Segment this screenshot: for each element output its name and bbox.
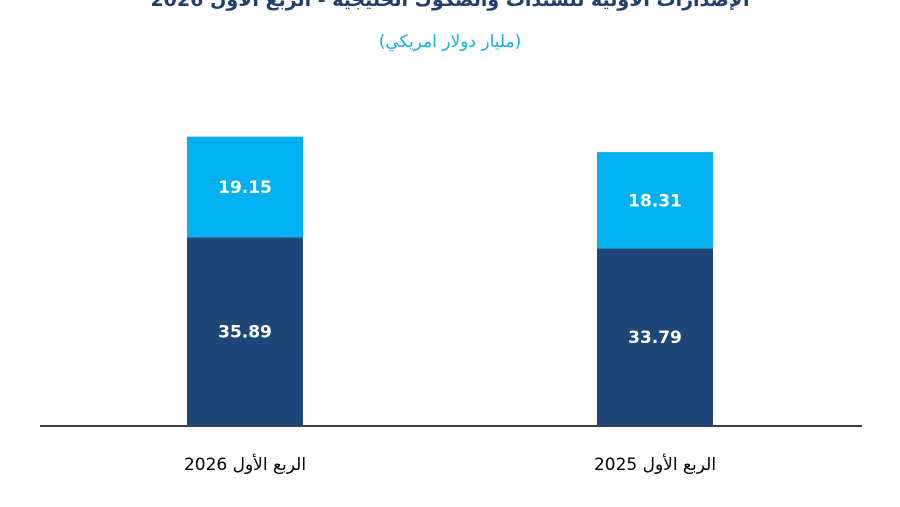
category-label-1: الربع الأول 2026 [184, 454, 306, 475]
chart-subtitle: (مليار دولار امريكي) [378, 32, 522, 52]
data-label-1-1: 35.89 [218, 323, 272, 343]
data-label-2-2: 18.31 [628, 191, 682, 211]
bar-segment-1-2 [187, 136, 303, 238]
bar-segment-2-2 [597, 152, 713, 249]
data-label-1-2: 19.15 [218, 178, 272, 198]
bar-segment-2-1 [597, 248, 713, 426]
category-label-2: الربع الأول 2025 [594, 454, 716, 475]
chart-title: الإصدارات الأولية للسندات والصكوك الخليج… [150, 0, 750, 11]
bar-segment-1-1 [187, 237, 303, 426]
data-label-2-1: 33.79 [628, 328, 682, 348]
